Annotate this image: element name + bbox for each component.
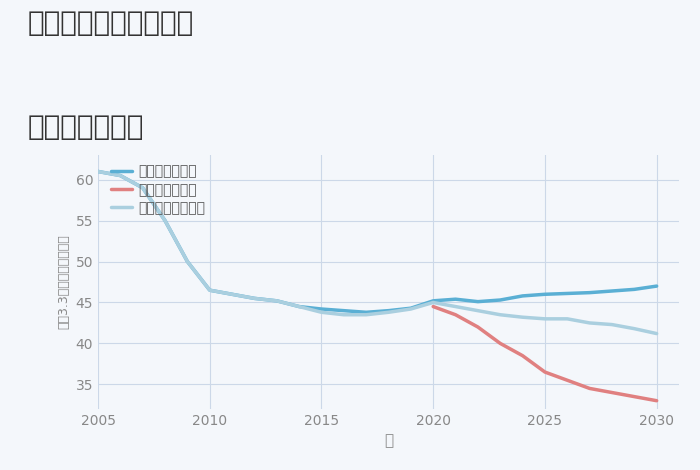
グッドシナリオ bbox=[585, 290, 594, 296]
グッドシナリオ bbox=[183, 258, 192, 264]
ノーマルシナリオ bbox=[585, 320, 594, 326]
グッドシナリオ bbox=[317, 306, 326, 312]
グッドシナリオ bbox=[340, 308, 348, 313]
ノーマルシナリオ bbox=[608, 322, 616, 328]
X-axis label: 年: 年 bbox=[384, 433, 393, 448]
ノーマルシナリオ bbox=[340, 312, 348, 318]
ノーマルシナリオ bbox=[540, 316, 549, 321]
ノーマルシナリオ bbox=[474, 308, 482, 313]
グッドシナリオ bbox=[139, 185, 147, 191]
グッドシナリオ bbox=[407, 306, 415, 311]
ノーマルシナリオ bbox=[94, 169, 102, 174]
ノーマルシナリオ bbox=[563, 316, 571, 321]
グッドシナリオ bbox=[630, 287, 638, 292]
グッドシナリオ bbox=[384, 308, 393, 313]
ノーマルシナリオ bbox=[139, 185, 147, 191]
Text: 奈良県奈良市水間町の: 奈良県奈良市水間町の bbox=[28, 9, 195, 38]
ノーマルシナリオ bbox=[630, 326, 638, 331]
バッドシナリオ bbox=[496, 341, 505, 346]
Text: 土地の価格推移: 土地の価格推移 bbox=[28, 113, 144, 141]
バッドシナリオ bbox=[429, 304, 438, 309]
グッドシナリオ bbox=[295, 304, 303, 309]
バッドシナリオ bbox=[452, 312, 460, 318]
グッドシナリオ bbox=[228, 291, 237, 297]
グッドシナリオ bbox=[519, 293, 527, 299]
ノーマルシナリオ bbox=[206, 287, 214, 293]
Line: ノーマルシナリオ: ノーマルシナリオ bbox=[98, 172, 657, 334]
グッドシナリオ bbox=[161, 218, 169, 223]
グッドシナリオ bbox=[474, 299, 482, 305]
グッドシナリオ bbox=[250, 296, 258, 301]
グッドシナリオ bbox=[496, 297, 505, 303]
ノーマルシナリオ bbox=[161, 218, 169, 223]
ノーマルシナリオ bbox=[652, 331, 661, 337]
グッドシナリオ bbox=[652, 283, 661, 289]
グッドシナリオ bbox=[362, 309, 370, 315]
グッドシナリオ bbox=[563, 290, 571, 296]
バッドシナリオ bbox=[630, 394, 638, 399]
ノーマルシナリオ bbox=[362, 312, 370, 318]
バッドシナリオ bbox=[652, 398, 661, 404]
Y-axis label: 坪（3.3㎡）単価（万円）: 坪（3.3㎡）単価（万円） bbox=[57, 235, 70, 329]
ノーマルシナリオ bbox=[407, 306, 415, 312]
バッドシナリオ bbox=[519, 353, 527, 359]
ノーマルシナリオ bbox=[317, 309, 326, 315]
バッドシナリオ bbox=[540, 369, 549, 375]
バッドシナリオ bbox=[474, 324, 482, 330]
バッドシナリオ bbox=[585, 385, 594, 391]
ノーマルシナリオ bbox=[384, 309, 393, 315]
Line: グッドシナリオ: グッドシナリオ bbox=[98, 172, 657, 312]
ノーマルシナリオ bbox=[183, 258, 192, 264]
グッドシナリオ bbox=[116, 173, 125, 179]
ノーマルシナリオ bbox=[272, 298, 281, 304]
グッドシナリオ bbox=[206, 287, 214, 293]
バッドシナリオ bbox=[608, 390, 616, 395]
ノーマルシナリオ bbox=[452, 304, 460, 309]
ノーマルシナリオ bbox=[496, 312, 505, 318]
グッドシナリオ bbox=[94, 169, 102, 174]
グッドシナリオ bbox=[429, 298, 438, 304]
ノーマルシナリオ bbox=[519, 314, 527, 320]
グッドシナリオ bbox=[540, 291, 549, 297]
ノーマルシナリオ bbox=[228, 291, 237, 297]
ノーマルシナリオ bbox=[429, 300, 438, 306]
ノーマルシナリオ bbox=[116, 173, 125, 179]
グッドシナリオ bbox=[452, 297, 460, 302]
Line: バッドシナリオ: バッドシナリオ bbox=[433, 306, 657, 401]
グッドシナリオ bbox=[608, 288, 616, 294]
バッドシナリオ bbox=[563, 377, 571, 383]
Legend: グッドシナリオ, バッドシナリオ, ノーマルシナリオ: グッドシナリオ, バッドシナリオ, ノーマルシナリオ bbox=[111, 164, 206, 215]
ノーマルシナリオ bbox=[250, 296, 258, 301]
ノーマルシナリオ bbox=[295, 304, 303, 309]
グッドシナリオ bbox=[272, 298, 281, 304]
